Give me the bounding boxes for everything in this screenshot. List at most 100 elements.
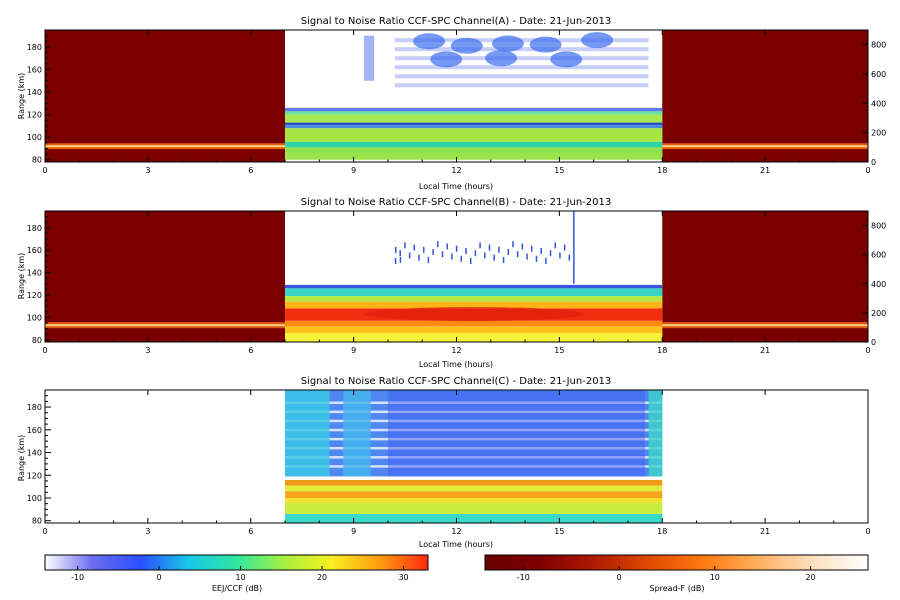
panel-a-night-echo-core	[45, 145, 286, 148]
panel-a-y2-tick-label: 600	[871, 70, 886, 79]
colorbar-eej-ccf-tick-label: -10	[71, 573, 84, 582]
panel-c-echo-stria	[285, 419, 663, 423]
panel-c-echo-stria	[285, 465, 663, 468]
panel-b-y2-tick-label: 200	[871, 309, 886, 318]
panel-c-y-tick-label: 120	[27, 471, 42, 480]
panel-a-echo-blob	[581, 32, 614, 49]
panel-b-x-tick-label: 0	[865, 346, 870, 355]
panel-b-y2-tick-label: 800	[871, 222, 886, 231]
panel-b-strong-echo	[363, 307, 584, 322]
panel-a-x-tick-label: 6	[248, 166, 253, 175]
panel-b-echo-streak	[455, 245, 458, 252]
colorbar-spread-f-tick-label: -10	[517, 573, 530, 582]
panel-c-echo-band	[285, 476, 663, 480]
panel-a-y2-tick-label: 0	[871, 158, 876, 167]
panel-a-y-tick-label: 120	[27, 111, 42, 120]
panel-b-echo-streak	[451, 253, 453, 260]
panel-a-faint-echo-row	[394, 65, 649, 70]
panel-a-x-tick-label: 0	[865, 166, 870, 175]
panel-b-x-tick-label: 0	[42, 346, 47, 355]
panel-a-x-tick-label: 9	[351, 166, 356, 175]
panel-c-blue-region	[387, 390, 646, 477]
panel-b-echo-streak	[404, 242, 406, 249]
panel-b-y-tick-label: 180	[27, 224, 42, 233]
colorbar-eej-ccf-tick-label: 10	[235, 573, 245, 582]
panel-b-echo-streak	[512, 241, 514, 248]
panel-b-echo-streak	[446, 243, 448, 250]
colorbar-eej-ccf-tick-label: 30	[398, 573, 408, 582]
panel-a-y-tick-label: 180	[27, 43, 42, 52]
panel-b-y-tick-label: 140	[27, 269, 42, 278]
panel-a-night-block	[662, 30, 868, 162]
panel-a-faint-echo-row	[394, 56, 649, 61]
panel-c-echo-stria	[285, 410, 663, 414]
colorbar-eej-ccf-label: EEJ/CCF (dB)	[212, 584, 262, 593]
panel-b-echo-streak	[413, 244, 416, 251]
panel-c-y-tick-label: 160	[27, 426, 42, 435]
panel-b-echo-streak	[559, 252, 561, 259]
colorbar-spread-f-label: Spread-F (dB)	[649, 584, 704, 593]
panel-a-x-tick-label: 18	[657, 166, 667, 175]
panel-b-echo-streak	[465, 247, 467, 254]
panel-b-echo-streak	[399, 256, 402, 263]
panel-b-echo-band	[285, 333, 663, 342]
panel-c-x-tick-label: 21	[760, 527, 770, 536]
panel-c-x-tick-label: 0	[42, 527, 47, 536]
panel-b-echo-streak	[437, 241, 439, 248]
panel-a-y-tick-label: 160	[27, 65, 42, 74]
panel-a-y-tick-label: 100	[27, 133, 42, 142]
panel-c-echo-band	[285, 497, 663, 503]
panel-a-night-block	[45, 30, 286, 162]
panel-c-x-tick-label: 18	[657, 527, 667, 536]
panel-c-echo-band	[285, 502, 663, 514]
panel-b-x-tick-label: 9	[351, 346, 356, 355]
panel-b-echo-streak	[441, 251, 444, 258]
colorbar-eej-ccf-tick-label: 0	[157, 573, 162, 582]
panel-a-echo-blob	[550, 51, 583, 68]
panel-b-echo-streak	[408, 252, 411, 259]
panel-a-x-tick-label: 3	[145, 166, 150, 175]
panel-channel-c: Signal to Noise Ratio CCF-SPC Channel(C)…	[17, 376, 871, 549]
panel-c-echo-stria	[285, 437, 663, 441]
panel-b-echo-band	[285, 326, 663, 334]
panel-a-echo-band	[285, 128, 663, 142]
panel-a-echo-band	[285, 123, 663, 129]
panel-a-echo-blob	[485, 50, 518, 67]
colorbar-eej-ccf-tick-label: 20	[317, 573, 327, 582]
colorbar-spread-f-ramp	[484, 554, 869, 571]
panel-b-echo-streak	[394, 258, 397, 265]
panel-a-y2-tick-label: 400	[871, 99, 886, 108]
panel-a-echo-band	[285, 107, 663, 112]
panel-a-echo-band	[285, 111, 663, 115]
panel-b-plot-area: 0 3 6 9 12 15 18 21 0801001201401601800200400600…	[27, 210, 886, 355]
panel-c-x-tick-label: 9	[351, 527, 356, 536]
panel-c-x-tick-label: 15	[554, 527, 564, 536]
panel-channel-b: Signal to Noise Ratio CCF-SPC Channel(B)…	[17, 197, 886, 369]
panel-b-y2-tick-label: 400	[871, 280, 886, 289]
panel-a-y-tick-label: 140	[27, 88, 42, 97]
panel-b-y2-tick-label: 0	[871, 338, 876, 347]
panel-a-echo-band	[285, 114, 663, 124]
panel-c-x-tick-label: 0	[865, 527, 870, 536]
panel-b-echo-streak	[493, 254, 495, 261]
colorbar-spread-f-tick-label: 20	[805, 573, 815, 582]
panel-a-y2-tick-label: 800	[871, 41, 886, 50]
panel-b-echo-streak	[540, 247, 542, 254]
panel-c-y-tick-label: 180	[27, 403, 42, 412]
panel-a-echo-band	[285, 152, 663, 160]
panel-c-x-tick-label: 6	[248, 527, 253, 536]
panel-c-echo-column	[343, 390, 371, 477]
panel-b-echo-streak	[526, 253, 528, 260]
panel-c-echo-band	[285, 513, 663, 523]
panel-b-echo-streak	[507, 249, 510, 256]
panel-a-x-tick-label: 15	[554, 166, 564, 175]
panel-b-echo-band	[285, 320, 663, 327]
panel-b-echo-streak	[568, 254, 571, 261]
panel-b-echo-streak	[498, 246, 500, 253]
panel-b-echo-streak	[460, 255, 463, 262]
panel-c-y-tick-label: 80	[32, 517, 42, 526]
panel-b-echo-streak	[554, 242, 557, 249]
panel-a-echo-blob	[430, 51, 463, 68]
panel-b-night-echo-core	[45, 324, 286, 327]
